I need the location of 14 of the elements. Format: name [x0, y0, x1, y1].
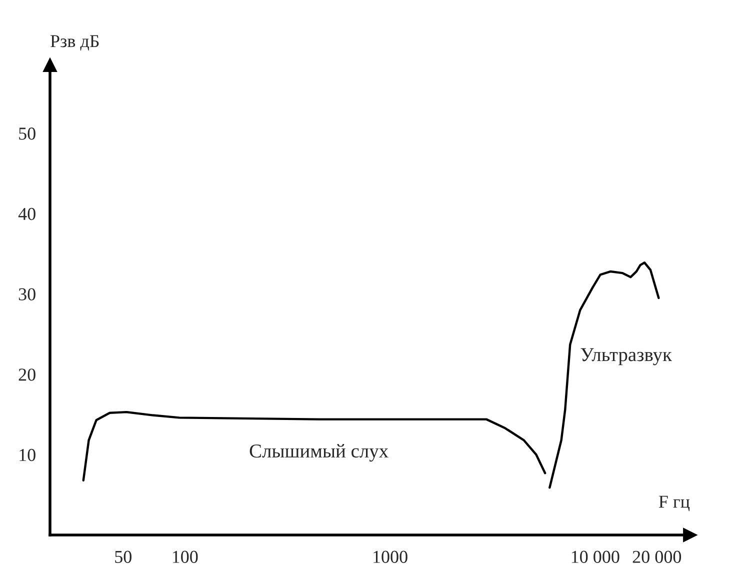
x-tick-label: 20 000 — [632, 550, 682, 563]
y-tick-label: 10 — [20, 448, 36, 462]
annotation: Ультразвук — [580, 348, 672, 366]
y-tick-label: 30 — [18, 288, 36, 300]
y-tick-label: 20 — [18, 368, 36, 381]
x-axis-title: F гц — [658, 496, 690, 512]
x-tick-label: 50 — [115, 550, 132, 563]
annotation: Слышимый слух — [250, 444, 388, 462]
x-tick-label: 100 — [172, 550, 198, 563]
y-tick-label: 40 — [18, 208, 36, 220]
x-tick-label: 1000 — [374, 550, 408, 563]
y-axis-title: Рзв дБ — [50, 35, 99, 51]
x-tick-label: 10 000 — [572, 550, 620, 563]
y-tick-label: 50 — [19, 128, 36, 140]
